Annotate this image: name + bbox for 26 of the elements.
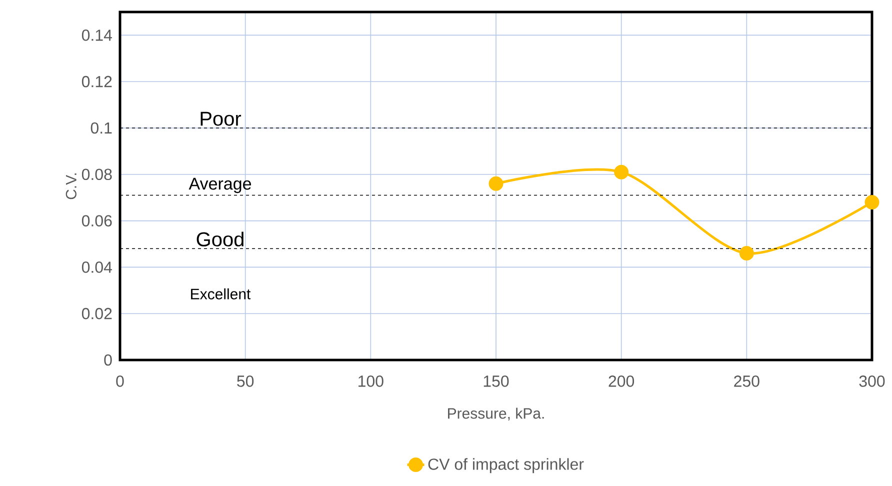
x-tick-label: 300: [859, 376, 885, 387]
ref-line-label: Average: [188, 178, 252, 194]
ref-line-label: Poor: [200, 112, 242, 126]
point: [864, 194, 880, 210]
x-tick-label: 0: [116, 376, 124, 387]
point: [614, 164, 629, 180]
y-tick-label: 0.06: [82, 215, 112, 226]
y-tick-label: 0.14: [82, 30, 112, 41]
x-tick-label: 50: [237, 376, 254, 387]
y-tick-label: 0.12: [82, 76, 112, 88]
y-tick-label: 0.04: [82, 262, 112, 273]
y-tick-label: 0.08: [82, 168, 112, 180]
y-tick-label: 0.1: [90, 122, 112, 134]
legend-label: CV of impact sprinkler: [428, 458, 584, 474]
x-tick-label: 100: [358, 376, 384, 387]
x-axis-title: Pressure, kPa.: [448, 408, 544, 420]
x-tick-label: 250: [734, 376, 760, 387]
x-tick-label: 150: [484, 376, 509, 387]
ref-line-label: Good: [196, 232, 244, 246]
y-tick-label: 0: [104, 354, 112, 366]
annotation: Excellent: [191, 288, 251, 300]
y-axis-title: C.V.: [66, 173, 76, 200]
x-tick-label: 200: [608, 376, 634, 387]
point: [488, 176, 504, 191]
point: [739, 246, 754, 261]
y-tick-label: 0.02: [82, 308, 112, 320]
